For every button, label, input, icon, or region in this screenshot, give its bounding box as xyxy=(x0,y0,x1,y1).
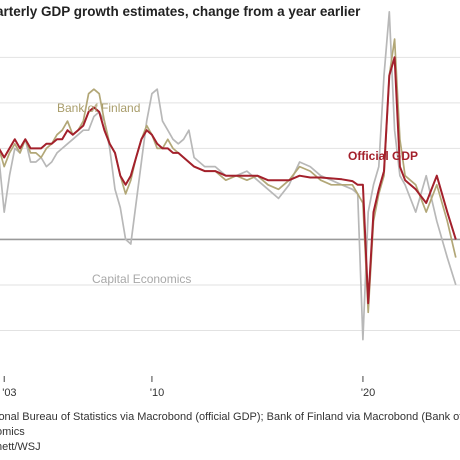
x-tick-label-2020: '20 xyxy=(361,387,375,399)
annotation-capital-economics: Capital Economics xyxy=(92,272,191,286)
x-tick-label-2010: '10 xyxy=(150,387,164,399)
series-lines xyxy=(0,10,457,341)
source-note-continued: omics xyxy=(0,426,25,438)
series-line-capital-economics xyxy=(0,10,457,341)
source-note: ional Bureau of Statistics via Macrobond… xyxy=(0,411,460,423)
gridlines xyxy=(0,56,460,331)
x-axis-ticks: '03 '10 '20 xyxy=(2,376,375,399)
annotation-official-gdp: Official GDP xyxy=(348,149,418,163)
credit-note: nett/WSJ xyxy=(0,441,41,453)
chart-subtitle: arterly GDP growth estimates, change fro… xyxy=(0,4,361,19)
series-annotations: Bank of Finland Official GDP Capital Econo… xyxy=(57,101,418,286)
x-tick-label-2003: '03 xyxy=(2,387,16,399)
annotation-bank-of-finland: Bank of Finland xyxy=(57,101,140,115)
series-line-official-gdp xyxy=(0,56,457,305)
